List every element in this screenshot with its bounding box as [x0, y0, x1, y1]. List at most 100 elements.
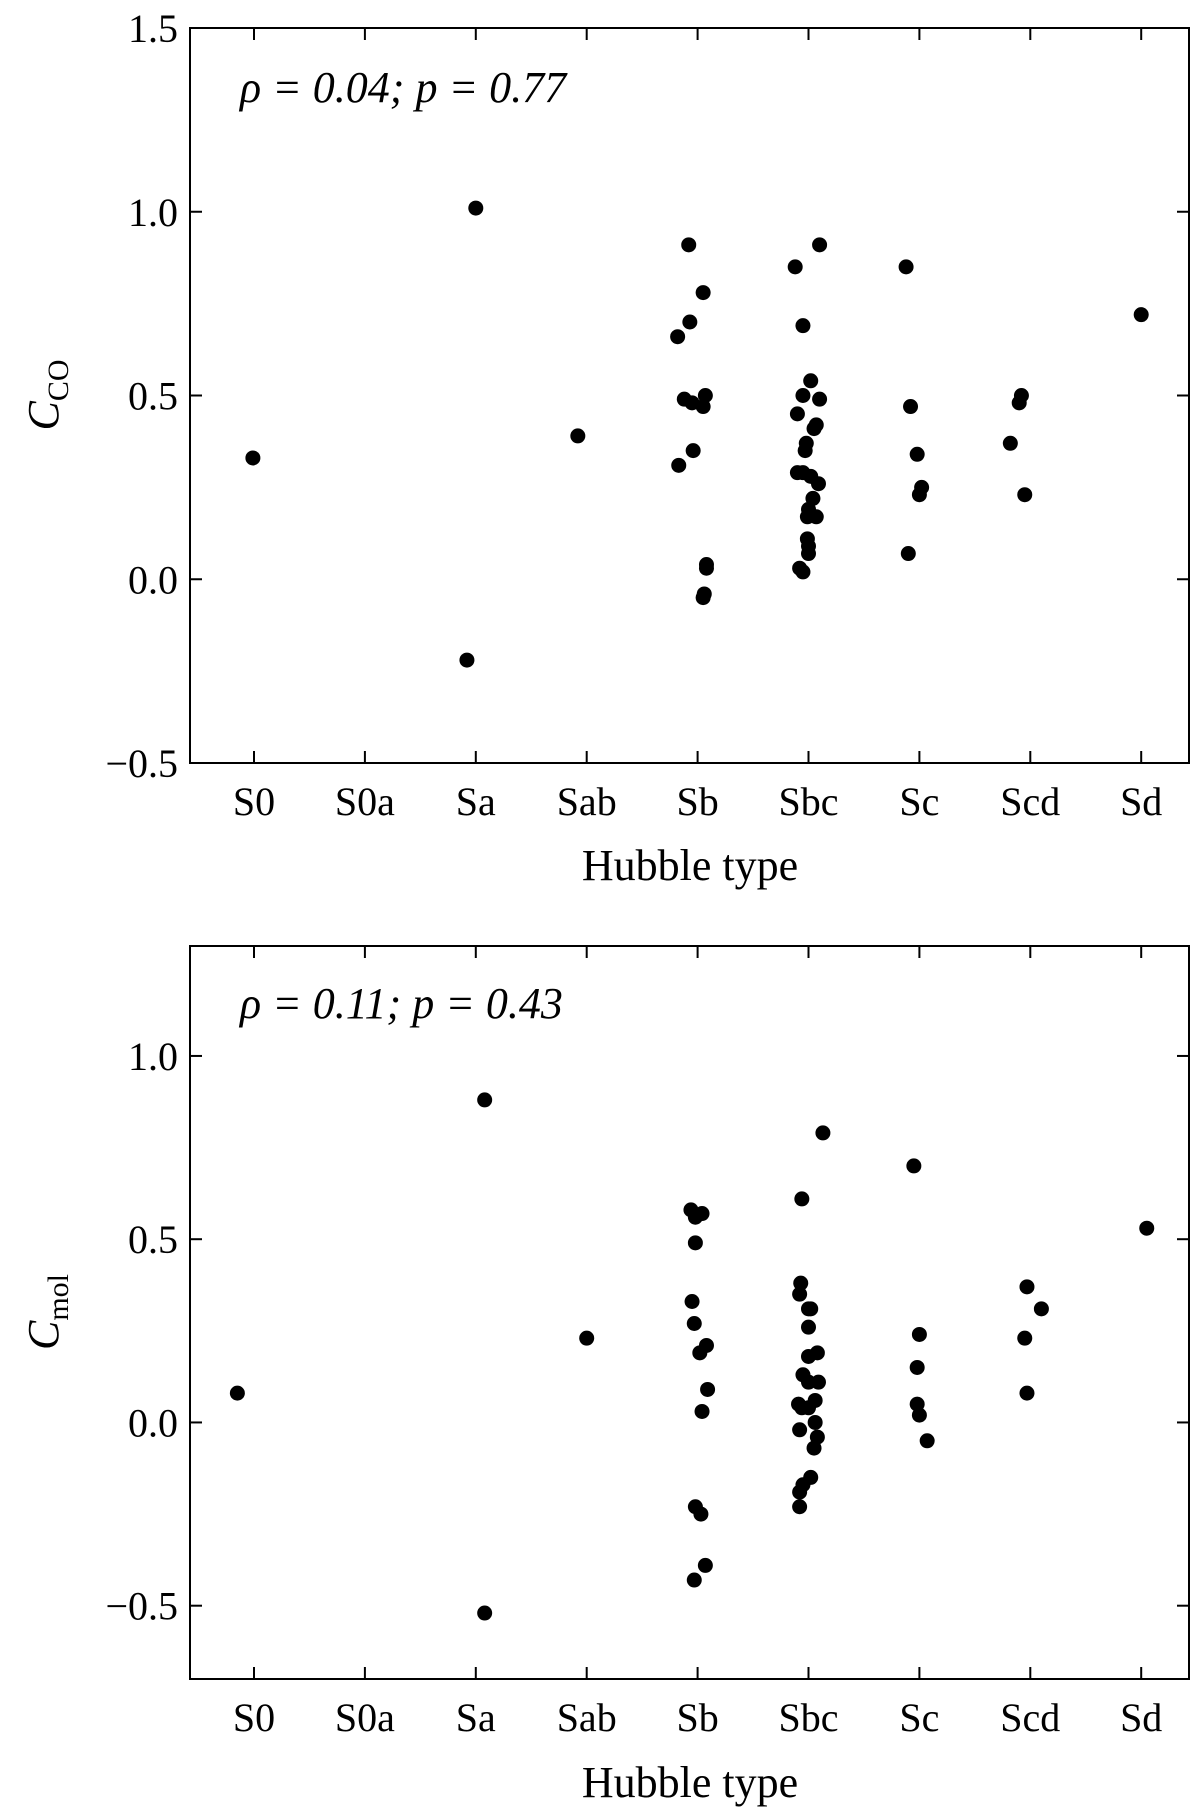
- data-points: [229, 1092, 1155, 1621]
- data-point: [693, 1506, 709, 1522]
- y-tick-label: 1.5: [128, 6, 178, 51]
- data-point: [789, 406, 805, 422]
- data-point: [795, 564, 811, 580]
- data-point: [684, 1294, 700, 1310]
- y-ticks: −0.5 0.0 0.5 1.0: [105, 1034, 1189, 1629]
- data-point: [245, 450, 261, 466]
- x-tick-label: Sd: [1120, 1695, 1162, 1740]
- x-tick-label: Sa: [456, 1695, 496, 1740]
- x-tick-label: S0: [233, 779, 275, 824]
- data-point: [579, 1330, 595, 1346]
- x-axis-title: Hubble type: [582, 1758, 798, 1807]
- data-point: [229, 1385, 245, 1401]
- correlation-annotation: ρ = 0.11; p = 0.43: [238, 979, 563, 1028]
- y-ticks: −0.5 0.0 0.5 1.0 1.5: [105, 6, 1189, 786]
- data-point: [1017, 487, 1033, 503]
- data-point: [1019, 1279, 1035, 1295]
- data-point: [801, 1319, 816, 1335]
- data-point: [803, 373, 819, 389]
- data-point: [671, 457, 687, 473]
- x-tick-label: Sc: [899, 1695, 939, 1740]
- data-point: [477, 1605, 493, 1621]
- x-tick-label: S0a: [335, 779, 395, 824]
- x-tick-label: Sa: [456, 779, 496, 824]
- data-point: [681, 237, 697, 253]
- data-point: [687, 1235, 703, 1251]
- data-point: [903, 399, 919, 415]
- data-point: [468, 200, 484, 216]
- y-axis-title-main: C: [19, 1320, 68, 1350]
- x-axis-title: Hubble type: [582, 841, 798, 890]
- x-ticks: S0 S0a Sa Sab Sb Sbc Sc Scd Sd: [233, 946, 1162, 1740]
- data-point: [686, 1572, 702, 1588]
- data-point: [906, 1158, 922, 1174]
- data-point: [919, 1433, 935, 1449]
- x-ticks: S0 S0a Sa Sab Sb Sbc Sc Scd Sd: [233, 28, 1162, 824]
- chart-panel-co: −0.50.00.51.01.5 S0 S0a Sa Sab Sb Sbc Sc Scd Sd …: [19, 6, 1190, 890]
- data-point: [685, 443, 701, 459]
- y-tick-label: 1.0: [128, 1034, 178, 1079]
- data-point: [793, 1275, 809, 1291]
- x-tick-label: Sc: [899, 779, 939, 824]
- y-tick-label: 1.0: [128, 190, 178, 235]
- data-point: [806, 421, 822, 437]
- data-point: [797, 443, 813, 459]
- data-point: [794, 1191, 810, 1207]
- data-point: [670, 329, 686, 345]
- data-point: [1139, 1220, 1155, 1236]
- data-point: [682, 314, 698, 330]
- y-axis-title: CCO: [19, 359, 75, 430]
- x-tick-label: Sd: [1120, 779, 1162, 824]
- x-tick-label: Sb: [676, 779, 718, 824]
- data-point: [1011, 395, 1027, 411]
- data-point: [795, 318, 811, 334]
- y-tick-label: 0.0: [128, 557, 178, 602]
- data-point: [792, 1484, 808, 1500]
- data-points: [245, 200, 1149, 668]
- data-point: [1019, 1385, 1035, 1401]
- data-point: [810, 476, 826, 492]
- data-point: [692, 1345, 708, 1361]
- data-point: [806, 1440, 822, 1456]
- x-tick-label: Sbc: [779, 779, 839, 824]
- data-point: [801, 1348, 816, 1364]
- data-point: [911, 487, 927, 503]
- data-point: [694, 1403, 710, 1419]
- data-point: [911, 1407, 927, 1423]
- data-point: [695, 285, 711, 301]
- data-point: [812, 391, 828, 407]
- y-axis-title-main: C: [19, 401, 68, 431]
- y-tick-label: 0.0: [128, 1400, 178, 1445]
- data-point: [477, 1092, 493, 1108]
- data-point: [1017, 1330, 1033, 1346]
- data-point: [686, 1315, 702, 1331]
- data-point: [1002, 435, 1018, 451]
- correlation-annotation: ρ = 0.04; p = 0.77: [238, 63, 568, 112]
- x-tick-label: S0: [233, 1695, 275, 1740]
- data-point: [807, 1414, 823, 1430]
- x-tick-label: S0a: [335, 1695, 395, 1740]
- y-axis-title-sub: CO: [42, 359, 75, 401]
- x-tick-label: Sbc: [779, 1695, 839, 1740]
- data-point: [801, 1400, 816, 1416]
- data-point: [697, 1557, 713, 1573]
- data-point: [792, 1422, 808, 1438]
- data-point: [700, 1381, 716, 1397]
- plot-frame: [189, 945, 1190, 1680]
- y-tick-label: −0.5: [105, 741, 178, 786]
- data-point: [792, 1286, 808, 1302]
- data-point: [900, 546, 916, 562]
- x-tick-label: Scd: [1000, 1695, 1060, 1740]
- x-tick-label: Sab: [557, 1695, 617, 1740]
- data-point: [695, 399, 711, 415]
- data-point: [570, 428, 586, 444]
- data-point: [808, 509, 824, 525]
- data-point: [898, 259, 914, 275]
- y-axis-title-sub: mol: [42, 1274, 75, 1321]
- data-point: [1033, 1301, 1049, 1317]
- data-point: [812, 237, 828, 253]
- x-tick-label: Sb: [676, 1695, 718, 1740]
- data-point: [815, 1125, 831, 1141]
- data-point: [687, 1209, 703, 1225]
